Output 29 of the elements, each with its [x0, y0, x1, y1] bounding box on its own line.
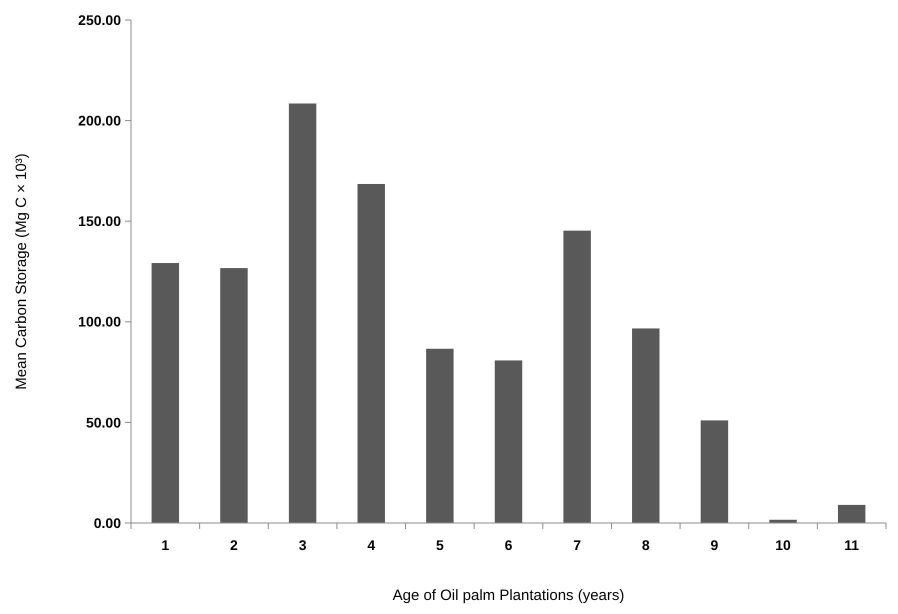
y-tick-label: 0.00	[94, 514, 122, 531]
x-tick-label: 2	[230, 537, 238, 553]
bar	[152, 263, 180, 523]
bar	[426, 348, 454, 523]
bar	[358, 184, 385, 523]
x-tick-label: 4	[367, 537, 376, 553]
y-tick-label: 100.00	[78, 314, 122, 330]
x-tick-label: 3	[298, 537, 307, 553]
bar	[563, 230, 591, 523]
x-tick-label: 5	[436, 537, 444, 553]
bar	[494, 360, 522, 523]
y-axis-title: Mean Carbon Storage (Mg C × 10³)	[13, 153, 30, 390]
bar	[220, 268, 248, 523]
y-tick-label: 50.00	[86, 414, 122, 430]
x-tick-label: 9	[710, 537, 719, 553]
y-tick-label: 150.00	[78, 213, 122, 230]
bar	[632, 328, 660, 523]
x-axis-title: Age of Oil palm Plantations (years)	[392, 587, 624, 604]
bar	[838, 504, 866, 523]
x-tick-label: 7	[573, 537, 582, 553]
bar	[700, 420, 728, 523]
x-tick-label: 11	[844, 537, 860, 553]
x-tick-label: 8	[642, 537, 650, 553]
x-tick-label: 10	[775, 537, 792, 553]
x-tick-label: 6	[504, 537, 513, 553]
y-tick-label: 200.00	[78, 112, 122, 128]
x-tick-label: 1	[161, 537, 170, 553]
y-tick-label: 250.00	[78, 12, 122, 28]
bar	[288, 104, 316, 523]
